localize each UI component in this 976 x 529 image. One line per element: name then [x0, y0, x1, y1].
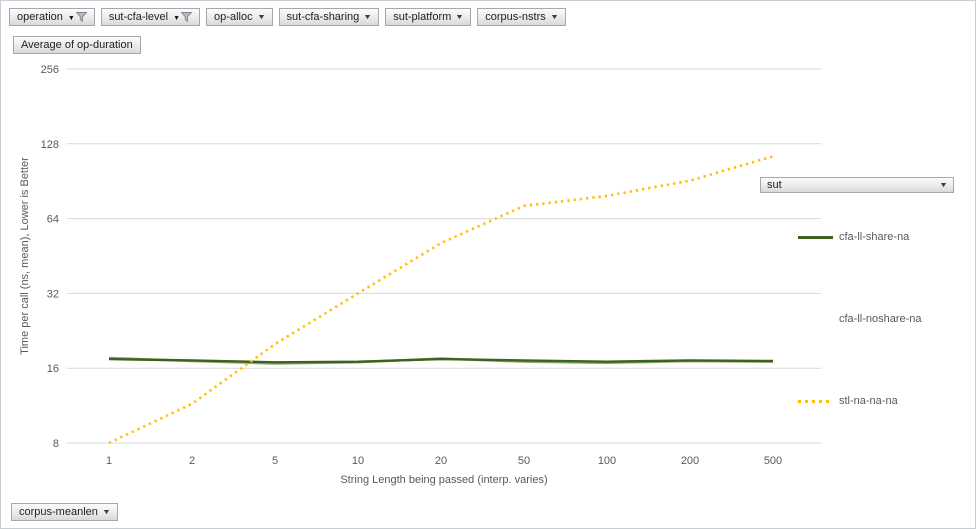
- chevron-down-icon: ▼: [256, 13, 266, 21]
- legend-field-label: sut: [767, 179, 782, 191]
- y-tick-label: 8: [53, 438, 59, 450]
- field-button-label: sut-cfa-sharing: [286, 11, 360, 23]
- filter-field-button-corpus-nstrs[interactable]: corpus-nstrs ▼: [477, 8, 566, 26]
- x-axis-title: String Length being passed (interp. vari…: [340, 474, 547, 486]
- field-button-label: op-alloc: [214, 11, 253, 23]
- legend-swatch-cfa-ll-share-na: [798, 235, 833, 239]
- legend-swatch-cfa-ll-noshare-na: [798, 318, 833, 321]
- filter-field-button-sut-cfa-sharing[interactable]: sut-cfa-sharing ▼: [278, 8, 380, 26]
- filter-funnel-icon: [181, 12, 193, 22]
- filtered-dropdown-icon: ▼: [173, 12, 193, 22]
- filter-field-button-sut-cfa-level[interactable]: sut-cfa-level ▼: [100, 8, 201, 26]
- x-tick-label: 10: [352, 455, 364, 467]
- x-tick-label: 20: [435, 455, 447, 467]
- x-tick-label: 200: [681, 455, 699, 467]
- legend-item-stl-na-na-na[interactable]: stl-na-na-na: [798, 395, 898, 407]
- legend-label: stl-na-na-na: [839, 395, 898, 407]
- x-tick-label: 1: [106, 455, 112, 467]
- y-tick-label: 64: [47, 214, 59, 226]
- filter-field-button-sut-platform[interactable]: sut-platform ▼: [385, 8, 472, 26]
- value-field-label: Average of op-duration: [21, 39, 133, 51]
- filter-field-button-op-alloc[interactable]: op-alloc ▼: [206, 8, 273, 26]
- axis-field-label: corpus-meanlen: [19, 506, 98, 518]
- y-tick-label: 16: [47, 363, 59, 375]
- legend-item-cfa-ll-share-na[interactable]: cfa-ll-share-na: [798, 231, 909, 243]
- legend-item-cfa-ll-noshare-na[interactable]: cfa-ll-noshare-na: [798, 313, 922, 325]
- series-line-cfa-ll-share-na: [108, 357, 774, 364]
- y-tick-label: 256: [41, 64, 59, 76]
- legend-label: cfa-ll-noshare-na: [839, 313, 922, 325]
- filtered-dropdown-icon: ▼: [68, 12, 87, 22]
- y-tick-label: 32: [47, 288, 59, 300]
- axis-field-button-corpus-meanlen[interactable]: corpus-meanlen ▼: [11, 503, 118, 521]
- chevron-down-icon: ▼: [67, 15, 75, 22]
- chevron-down-icon: ▼: [455, 13, 465, 21]
- x-tick-label: 5: [272, 455, 278, 467]
- filter-field-row: operation ▼ sut-cfa-level ▼ op-alloc ▼ sut-cfa…: [9, 8, 566, 26]
- x-tick-label: 500: [764, 455, 782, 467]
- chevron-down-icon: ▼: [173, 15, 181, 22]
- legend-swatch-stl-na-na-na: [798, 399, 833, 403]
- y-tick-label: 128: [41, 139, 59, 151]
- chevron-down-icon: ▼: [101, 508, 111, 516]
- x-tick-label: 50: [518, 455, 530, 467]
- value-field-button[interactable]: Average of op-duration: [13, 36, 141, 54]
- series-line-stl-na-na-na: [108, 155, 774, 445]
- legend-label: cfa-ll-share-na: [839, 231, 910, 243]
- x-tick-label: 2: [189, 455, 195, 467]
- field-button-label: operation: [17, 11, 63, 23]
- field-button-label: sut-platform: [393, 11, 452, 23]
- x-tick-label: 100: [598, 455, 616, 467]
- filter-funnel-icon: [75, 12, 87, 22]
- filter-field-button-operation[interactable]: operation ▼: [9, 8, 95, 26]
- field-button-label: corpus-nstrs: [485, 11, 546, 23]
- legend-field-button-sut[interactable]: sut ▼: [760, 177, 954, 193]
- chevron-down-icon: ▼: [549, 13, 559, 21]
- y-axis-title: Time per call (ns, mean), Lower is Bette…: [19, 157, 31, 355]
- field-button-label: sut-cfa-level: [108, 11, 169, 23]
- chevron-down-icon: ▼: [939, 181, 949, 189]
- chevron-down-icon: ▼: [363, 13, 373, 21]
